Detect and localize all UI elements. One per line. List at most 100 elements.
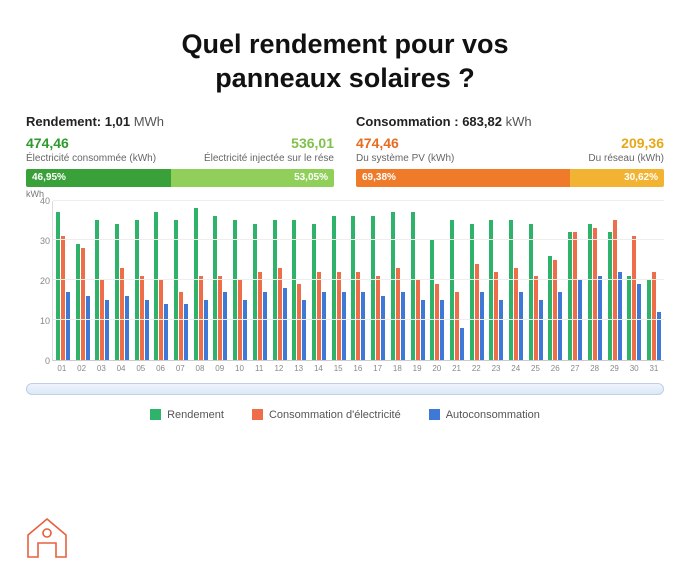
bar [361,292,365,360]
bar [337,272,341,359]
day-group [408,201,428,360]
panel-consommation-sublabels: Du système PV (kWh) Du réseau (kWh) [356,153,664,164]
x-tick: 03 [91,364,111,373]
bar [548,256,552,359]
consommation-pv-value: 474,46 [356,135,399,151]
day-group [112,201,132,360]
x-tick: 10 [230,364,250,373]
bar [243,300,247,360]
gridline [53,200,664,201]
bar [391,212,395,359]
day-group [526,201,546,360]
y-tick: 10 [40,316,50,326]
bar [125,296,129,360]
x-tick: 30 [624,364,644,373]
bar [396,268,400,359]
bar [553,260,557,359]
bar [253,224,257,359]
bar [164,304,168,360]
bar [278,268,282,359]
legend-item-rendement: Rendement [150,409,224,421]
x-tick: 31 [644,364,664,373]
day-group [191,201,211,360]
legend-item-consommation: Consommation d'électricité [252,409,401,421]
day-group [250,201,270,360]
bar [184,304,188,360]
x-tick: 05 [131,364,151,373]
x-tick: 15 [328,364,348,373]
legend-swatch-rendement [150,409,161,420]
x-tick: 09 [210,364,230,373]
bar [100,280,104,360]
rendement-split-bar: 46,95%53,05% [26,169,334,187]
panel-rendement-unit: MWh [134,114,164,129]
x-tick: 27 [565,364,585,373]
bar [56,212,60,359]
panel-rendement: Rendement: 1,01 MWh 474,46 536,01 Électr… [26,114,334,187]
bar [455,292,459,360]
bar [273,220,277,359]
panel-consommation: Consommation : 683,82 kWh 474,46 209,36 … [356,114,664,187]
x-tick: 11 [249,364,269,373]
bar [283,288,287,360]
bar [558,292,562,360]
bar [652,272,656,359]
x-tick: 20 [427,364,447,373]
bar [159,280,163,360]
day-group [467,201,487,360]
split-bar-segment-right: 53,05% [171,169,334,187]
legend-label-autoconso: Autoconsommation [446,409,540,421]
day-group [92,201,112,360]
bar [440,300,444,360]
day-group [230,201,250,360]
legend-label-rendement: Rendement [167,409,224,421]
bar [302,300,306,360]
title-line-2: panneaux solaires ? [215,63,475,93]
day-group [605,201,625,360]
legend: Rendement Consommation d'électricité Aut… [0,395,690,421]
x-tick: 06 [151,364,171,373]
y-tick: 0 [45,356,50,366]
x-axis: 0102030405060708091011121314151617181920… [52,361,664,373]
legend-label-consommation: Consommation d'électricité [269,409,401,421]
day-group [289,201,309,360]
day-group [270,201,290,360]
day-group [152,201,172,360]
split-bar-segment-left: 69,38% [356,169,570,187]
bar [194,208,198,359]
time-scrollbar[interactable] [26,383,664,395]
bar [179,292,183,360]
day-group [211,201,231,360]
bar [95,220,99,359]
rendement-injected-value: 536,01 [291,135,334,151]
bar [588,224,592,359]
bar [204,300,208,360]
day-group [349,201,369,360]
legend-item-autoconso: Autoconsommation [429,409,540,421]
consommation-split-bar: 69,38%30,62% [356,169,664,187]
bar [61,236,65,359]
bar [332,216,336,359]
bar [578,280,582,360]
summary-panels: Rendement: 1,01 MWh 474,46 536,01 Électr… [0,114,690,187]
x-tick: 19 [407,364,427,373]
x-tick: 02 [72,364,92,373]
y-tick: 20 [40,276,50,286]
x-tick: 24 [506,364,526,373]
x-tick: 28 [585,364,605,373]
bar [450,220,454,359]
y-tick: 40 [40,196,50,206]
day-group [171,201,191,360]
x-tick: 04 [111,364,131,373]
bar [519,292,523,360]
split-bar-segment-left: 46,95% [26,169,171,187]
bar [351,216,355,359]
bar [435,284,439,360]
bar [86,296,90,360]
plot-area [52,201,664,361]
bar [613,220,617,359]
bar [509,220,513,359]
bar-groups [53,201,664,360]
x-tick: 23 [486,364,506,373]
bar [356,272,360,359]
